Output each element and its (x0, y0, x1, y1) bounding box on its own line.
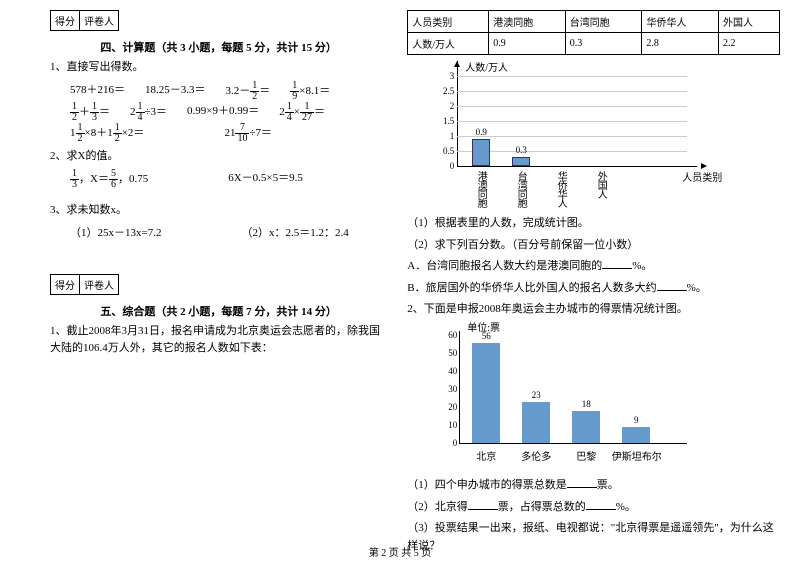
bar-toronto (522, 402, 550, 443)
chart-1: 人数/万人 人员类别 0 0.5 1 1.5 2 2.5 3 0.9 0.3 港… (427, 61, 707, 211)
eq-row-1: 578＋216＝ 18.25－3.3＝ 3.2－12＝ 19×8.1＝ (70, 81, 387, 102)
bar-paris (572, 411, 600, 443)
q4-2: 2、求X的值。 (50, 148, 387, 166)
section-4-title: 四、计算题（共 3 小题，每题 5 分，共计 15 分） (50, 39, 387, 55)
bar-2 (512, 157, 530, 166)
q1-sub-a: （1）根据表里的人数，完成统计图。 (407, 215, 780, 233)
q2-title: 2、下面是申报2008年奥运会主办城市的得票情况统计图。 (407, 301, 780, 319)
q1-sub-e: B．旅居国外的华侨华人比外国人的报名人数多大约%。 (407, 280, 780, 298)
eq-row-4: 13，X＝56，0.75 6X－0.5×5＝9.5 (70, 169, 387, 190)
eq-row-5: （1）25x－13x=7.2 （2）x：2.5＝1.2：2.4 (70, 224, 387, 244)
chart-2: 单位:票 0 10 20 30 40 50 60 56 23 18 9 北京 多… (437, 323, 697, 473)
q1-sub-b: （2）求下列百分数。（百分号前保留一位小数） (407, 237, 780, 255)
bar-beijing (472, 343, 500, 443)
bar-istanbul (622, 427, 650, 443)
q5-1: 1、截止2008年3月31日，报名申请成为北京奥运会志愿者的，除我国大陆的106… (50, 323, 387, 358)
score-box: 得分 评卷人 (50, 10, 119, 31)
chart1-ylabel: 人数/万人 (465, 59, 508, 74)
eq-row-3: 112×8＋112×2＝ 21710÷7＝ (70, 123, 387, 144)
score-box-2: 得分 评卷人 (50, 274, 119, 295)
q2-sub1: （1）四个申办城市的得票总数是票。 (407, 477, 780, 495)
bar-1 (472, 139, 490, 166)
q1-sub-c: A．台湾同胞报名人数大约是港澳同胞的%。 (407, 258, 780, 276)
q4-1: 1、直接写出得数。 (50, 59, 387, 77)
q2-sub2: （2）北京得票，占得票总数的%。 (407, 499, 780, 517)
chart1-xlabel: 人员类别 (682, 169, 722, 184)
section-5-title: 五、综合题（共 2 小题，每题 7 分，共计 14 分） (50, 303, 387, 319)
q4-3: 3、求未知数x。 (50, 202, 387, 220)
data-table: 人员类别 港澳同胞 台湾同胞 华侨华人 外国人 人数/万人 0.9 0.3 2.… (407, 10, 780, 55)
page-footer: 第 2 页 共 5 页 (0, 544, 800, 559)
score-header-1: 得分 (51, 11, 80, 30)
score-header-2: 评卷人 (80, 11, 118, 30)
eq-row-2: 12＋13＝ 214÷3＝ 0.99×9＋0.99＝ 214×127＝ (70, 102, 387, 123)
